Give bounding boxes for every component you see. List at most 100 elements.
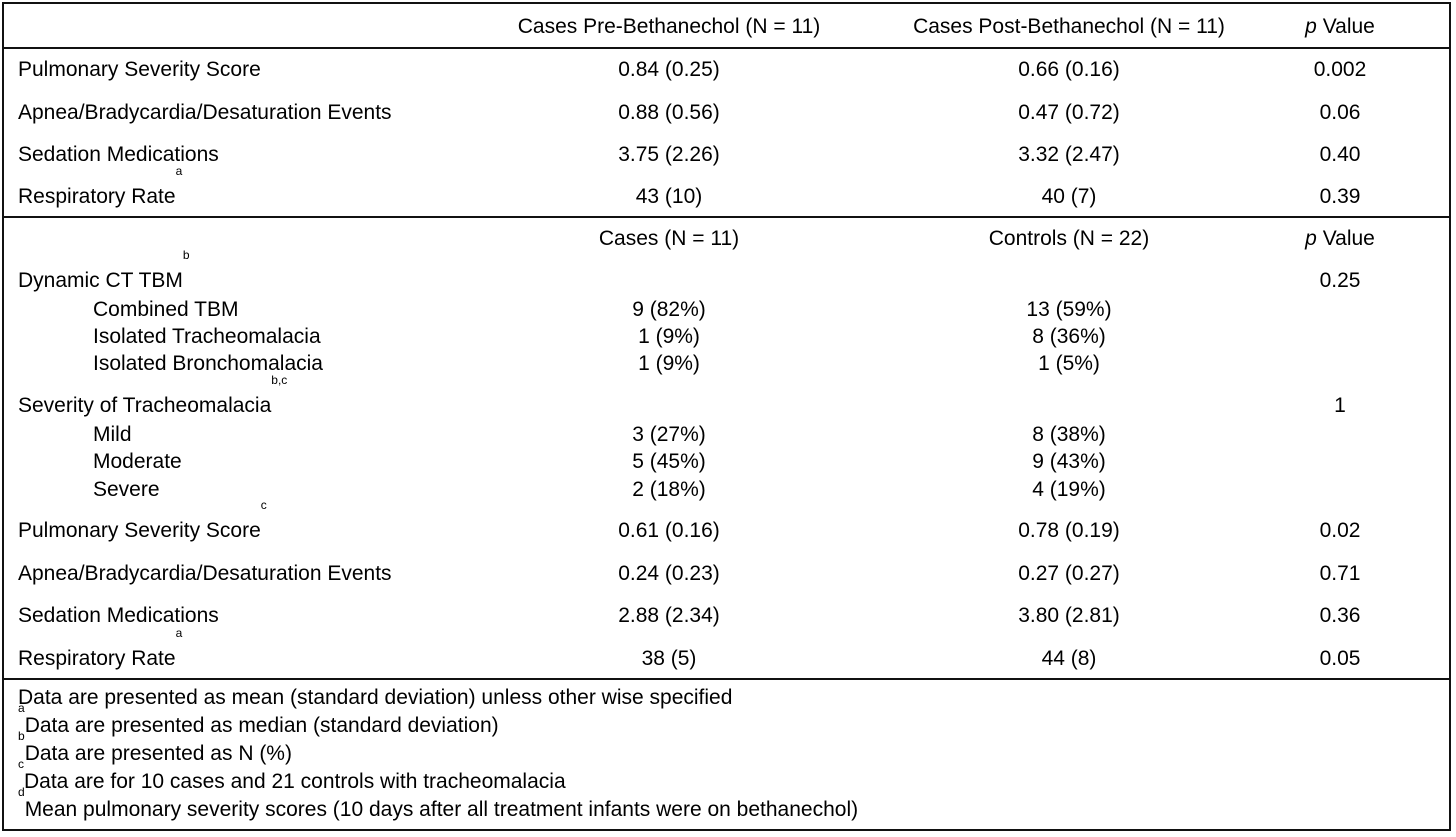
section2-header-row: Cases (N = 11) Controls (N = 22) p Value bbox=[4, 218, 1449, 260]
row-label: Sedation Medications bbox=[18, 604, 219, 627]
header-post: Cases Post-Bethanechol (N = 11) bbox=[913, 15, 1225, 38]
p-symbol: p bbox=[1305, 15, 1317, 38]
footnote-marker: a bbox=[18, 701, 25, 715]
row-label: Severity of Tracheomalacia b,c bbox=[18, 374, 287, 427]
footnote-marker: a bbox=[175, 626, 183, 640]
footnote: cData are for 10 cases and 21 controls w… bbox=[18, 758, 858, 796]
footnote-marker: d bbox=[18, 785, 25, 799]
cell-p: 0.02 bbox=[1319, 519, 1361, 542]
row-label-text: Respiratory Rate bbox=[18, 647, 176, 670]
cell-cases: 3 (27%) bbox=[632, 423, 706, 446]
cell-controls: 13 (59%) bbox=[1026, 298, 1112, 321]
row-label: Severe bbox=[93, 478, 160, 501]
row-label: Pulmonary Severity Score c bbox=[18, 499, 267, 552]
cell-cases: 1 (9%) bbox=[638, 325, 700, 348]
row-label: Respiratory Rate a bbox=[18, 627, 182, 680]
table-row: Isolated Bronchomalacia 1 (9%) 1 (5%) bbox=[4, 350, 1449, 377]
row-label: Mild bbox=[93, 423, 132, 446]
cell-p: 0.002 bbox=[1313, 58, 1367, 81]
table-row: Apnea/Bradycardia/Desaturation Events 0.… bbox=[4, 92, 1449, 134]
row-label: Dynamic CT TBM b bbox=[18, 249, 190, 302]
row-label: Isolated Tracheomalacia bbox=[93, 325, 321, 348]
cell-controls: 4 (19%) bbox=[1032, 478, 1106, 501]
header-cases: Cases (N = 11) bbox=[598, 227, 740, 250]
footnote-text: Mean pulmonary severity scores (10 days … bbox=[24, 798, 859, 821]
row-label: Apnea/Bradycardia/Desaturation Events bbox=[18, 562, 392, 585]
row-label: Respiratory Rate a bbox=[18, 165, 182, 218]
section1-header-row: Cases Pre-Bethanechol (N = 11) Cases Pos… bbox=[4, 6, 1449, 48]
cell-cases: 38 (5) bbox=[641, 647, 697, 670]
cell-post: 3.32 (2.47) bbox=[1018, 143, 1120, 166]
row-label: Sedation Medications bbox=[18, 143, 219, 166]
row-label-text: Pulmonary Severity Score bbox=[18, 519, 261, 542]
cell-cases: 1 (9%) bbox=[638, 352, 700, 375]
cell-p: 0.39 bbox=[1319, 185, 1361, 208]
cell-controls: 8 (36%) bbox=[1032, 325, 1106, 348]
group-row-severity: Severity of Tracheomalacia b,c 1 bbox=[4, 374, 1449, 427]
cell-p: 0.06 bbox=[1319, 101, 1361, 124]
row-label-text: Respiratory Rate bbox=[18, 185, 176, 208]
cell-controls: 3.80 (2.81) bbox=[1018, 604, 1120, 627]
cell-controls: 0.78 (0.19) bbox=[1018, 519, 1120, 542]
cell-p: 0.40 bbox=[1319, 143, 1361, 166]
cell-controls: 44 (8) bbox=[1041, 647, 1097, 670]
group-row-dynamic-ct: Dynamic CT TBM b 0.25 bbox=[4, 249, 1449, 302]
footnote-text: Data are presented as N (%) bbox=[24, 742, 292, 765]
cell-post: 0.47 (0.72) bbox=[1018, 101, 1120, 124]
cell-p: 0.25 bbox=[1319, 269, 1361, 292]
section-divider bbox=[4, 216, 1449, 218]
cell-p: 1 bbox=[1334, 394, 1346, 417]
header-divider bbox=[4, 47, 1449, 49]
row-label: Pulmonary Severity Score bbox=[18, 58, 261, 81]
cell-p: 0.05 bbox=[1319, 647, 1361, 670]
header-controls: Controls (N = 22) bbox=[988, 227, 1150, 250]
cell-cases: 5 (45%) bbox=[632, 450, 706, 473]
table-row: Pulmonary Severity Score c 0.61 (0.16) 0.… bbox=[4, 499, 1449, 552]
cell-pre: 0.84 (0.25) bbox=[618, 58, 720, 81]
footnote: bData are presented as N (%) bbox=[18, 730, 858, 768]
cell-pre: 0.88 (0.56) bbox=[618, 101, 720, 124]
header-p-value: p Value bbox=[1220, 6, 1456, 48]
table-row: Sedation Medications 3.75 (2.26) 3.32 (2… bbox=[4, 134, 1449, 176]
footnote-marker: b bbox=[18, 729, 25, 743]
cell-p: 0.71 bbox=[1319, 562, 1361, 585]
value-word: Value bbox=[1322, 15, 1375, 38]
cell-pre: 43 (10) bbox=[635, 185, 703, 208]
footnote-text: Data are presented as mean (standard dev… bbox=[18, 686, 733, 709]
cell-controls: 8 (38%) bbox=[1032, 423, 1106, 446]
row-label-text: Severity of Tracheomalacia bbox=[18, 394, 272, 417]
cell-cases: 2 (18%) bbox=[632, 478, 706, 501]
value-word: Value bbox=[1322, 227, 1375, 250]
cell-controls: 0.27 (0.27) bbox=[1018, 562, 1120, 585]
footnote-marker: c bbox=[18, 757, 24, 771]
table-row: Pulmonary Severity Score 0.84 (0.25) 0.6… bbox=[4, 49, 1449, 91]
footnote-marker: c bbox=[260, 498, 267, 512]
footer-divider bbox=[4, 678, 1449, 680]
header-pre: Cases Pre-Bethanechol (N = 11) bbox=[517, 15, 821, 38]
table-row: Mild 3 (27%) 8 (38%) bbox=[4, 421, 1449, 448]
footnote-marker: a bbox=[175, 164, 183, 178]
cell-controls: 9 (43%) bbox=[1032, 450, 1106, 473]
footnote: dMean pulmonary severity scores (10 days… bbox=[18, 786, 859, 824]
table-row: Moderate 5 (45%) 9 (43%) bbox=[4, 448, 1449, 475]
cell-cases: 0.61 (0.16) bbox=[618, 519, 720, 542]
table-footnotes: Data are presented as mean (standard dev… bbox=[18, 684, 858, 824]
header-p-value: p Value bbox=[1220, 218, 1456, 260]
row-label: Isolated Bronchomalacia bbox=[93, 352, 323, 375]
footnote-text: Data are presented as median (standard d… bbox=[24, 714, 499, 737]
table-row: Respiratory Rate a 43 (10) 40 (7) 0.39 bbox=[4, 165, 1449, 218]
cell-post: 0.66 (0.16) bbox=[1018, 58, 1120, 81]
footnote: Data are presented as mean (standard dev… bbox=[18, 684, 858, 712]
row-label-text: Dynamic CT TBM bbox=[18, 269, 183, 292]
table-row: Sedation Medications 2.88 (2.34) 3.80 (2… bbox=[4, 595, 1449, 637]
table-row: Respiratory Rate a 38 (5) 44 (8) 0.05 bbox=[4, 627, 1449, 680]
footnote: aData are presented as median (standard … bbox=[18, 702, 858, 740]
cell-pre: 3.75 (2.26) bbox=[618, 143, 720, 166]
cell-controls: 1 (5%) bbox=[1038, 352, 1100, 375]
table-row: Severe 2 (18%) 4 (19%) bbox=[4, 476, 1449, 503]
row-label: Apnea/Bradycardia/Desaturation Events bbox=[18, 101, 392, 124]
footnote-text: Data are for 10 cases and 21 controls wi… bbox=[24, 770, 566, 793]
cell-cases: 9 (82%) bbox=[632, 298, 706, 321]
cell-cases: 0.24 (0.23) bbox=[618, 562, 720, 585]
